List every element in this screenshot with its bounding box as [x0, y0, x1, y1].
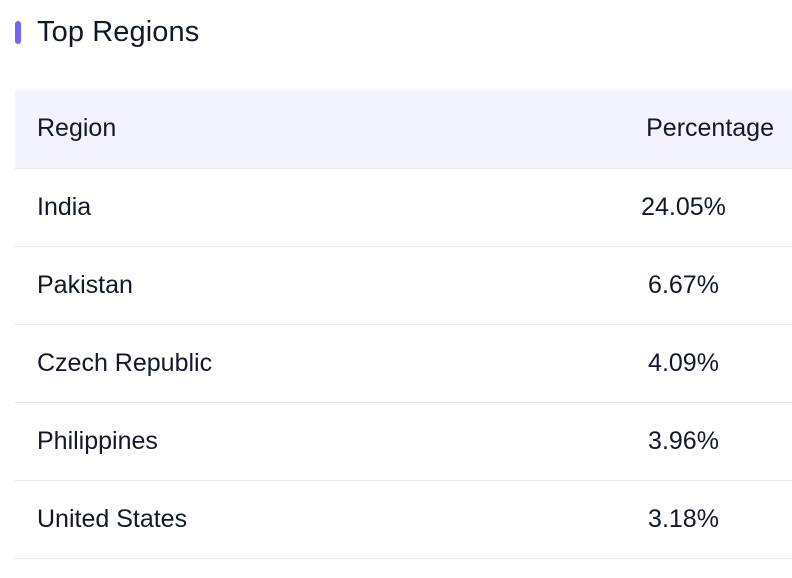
percentage-cell: 3.96%	[648, 426, 719, 455]
table-header-row: Region Percentage	[15, 90, 792, 168]
column-header-percentage[interactable]: Percentage	[646, 114, 774, 143]
table-row: United States 3.18%	[15, 480, 792, 558]
region-cell: India	[37, 192, 92, 221]
table-body: India 24.05% Pakistan 6.67% Czech Republ…	[15, 168, 792, 558]
title-accent-bar	[15, 20, 21, 44]
percentage-cell: 4.09%	[648, 348, 719, 377]
regions-table: Region Percentage India 24.05% Pakistan …	[15, 90, 792, 559]
column-header-region[interactable]: Region	[37, 114, 117, 143]
region-cell: Pakistan	[37, 270, 133, 299]
table-row: Pakistan 6.67%	[15, 246, 792, 324]
section-title: Top Regions	[37, 15, 200, 48]
table-row: India 24.05%	[15, 168, 792, 246]
table-row: Czech Republic 4.09%	[15, 324, 792, 402]
table-row: Philippines 3.96%	[15, 402, 792, 480]
table-header: Region Percentage	[15, 90, 792, 168]
percentage-cell: 24.05%	[641, 192, 726, 221]
percentage-cell: 3.18%	[648, 504, 719, 533]
regions-table-container: Region Percentage India 24.05% Pakistan …	[15, 90, 792, 559]
percentage-cell: 6.67%	[648, 270, 719, 299]
region-cell: United States	[37, 504, 188, 533]
region-cell: Philippines	[37, 426, 158, 455]
region-cell: Czech Republic	[37, 348, 213, 377]
section-header: Top Regions	[15, 14, 199, 50]
